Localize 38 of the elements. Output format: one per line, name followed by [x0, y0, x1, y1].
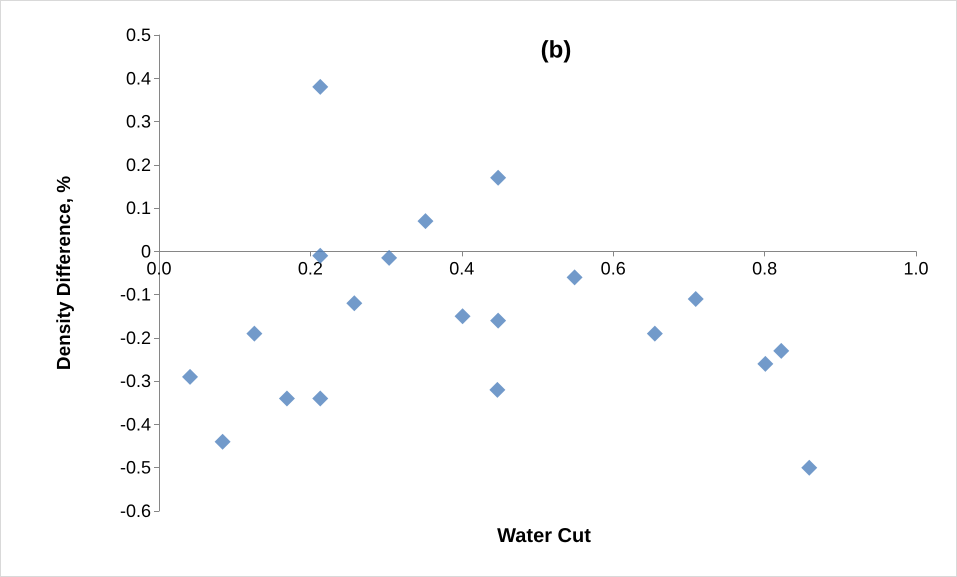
y-tick-label: 0.2: [126, 154, 151, 175]
y-tick-label: 0.1: [126, 198, 151, 218]
point: [773, 342, 790, 359]
y-tick-label: -0.1: [120, 284, 151, 305]
point: [346, 295, 362, 312]
point: [381, 250, 398, 266]
y-tick-label: -0.2: [120, 328, 151, 348]
y-tick-label: 0.4: [126, 68, 151, 88]
point: [489, 382, 506, 398]
y-axis-title: Density Difference, %: [54, 176, 75, 370]
y-tick-label: -0.3: [120, 371, 151, 392]
point: [801, 460, 818, 476]
y-tick-label: -0.5: [120, 458, 151, 478]
point: [278, 390, 295, 406]
point: [214, 434, 231, 450]
point: [454, 308, 471, 324]
x-axis-title: Water Cut: [497, 525, 592, 547]
y-tick-label: 0.5: [126, 25, 151, 45]
point: [417, 213, 434, 230]
x-tick-label: 1.0: [903, 258, 929, 278]
point: [246, 326, 262, 342]
x-tick-label: 0.2: [298, 258, 323, 278]
point: [312, 390, 328, 406]
point: [757, 356, 774, 372]
x-tick-label: 0.6: [600, 258, 626, 278]
y-tick-label: -0.6: [120, 501, 151, 521]
point: [646, 326, 663, 342]
x-tick-label: 0.4: [449, 258, 474, 278]
point: [182, 368, 198, 385]
point: [688, 290, 704, 307]
point: [490, 170, 506, 186]
point: [490, 312, 506, 329]
y-tick-label: 0.3: [126, 112, 151, 132]
chart-title: (b): [540, 36, 572, 64]
x-tick-label: 0.8: [752, 258, 778, 278]
y-tick-label: -0.4: [120, 414, 151, 434]
point: [566, 269, 583, 286]
point: [312, 78, 328, 95]
